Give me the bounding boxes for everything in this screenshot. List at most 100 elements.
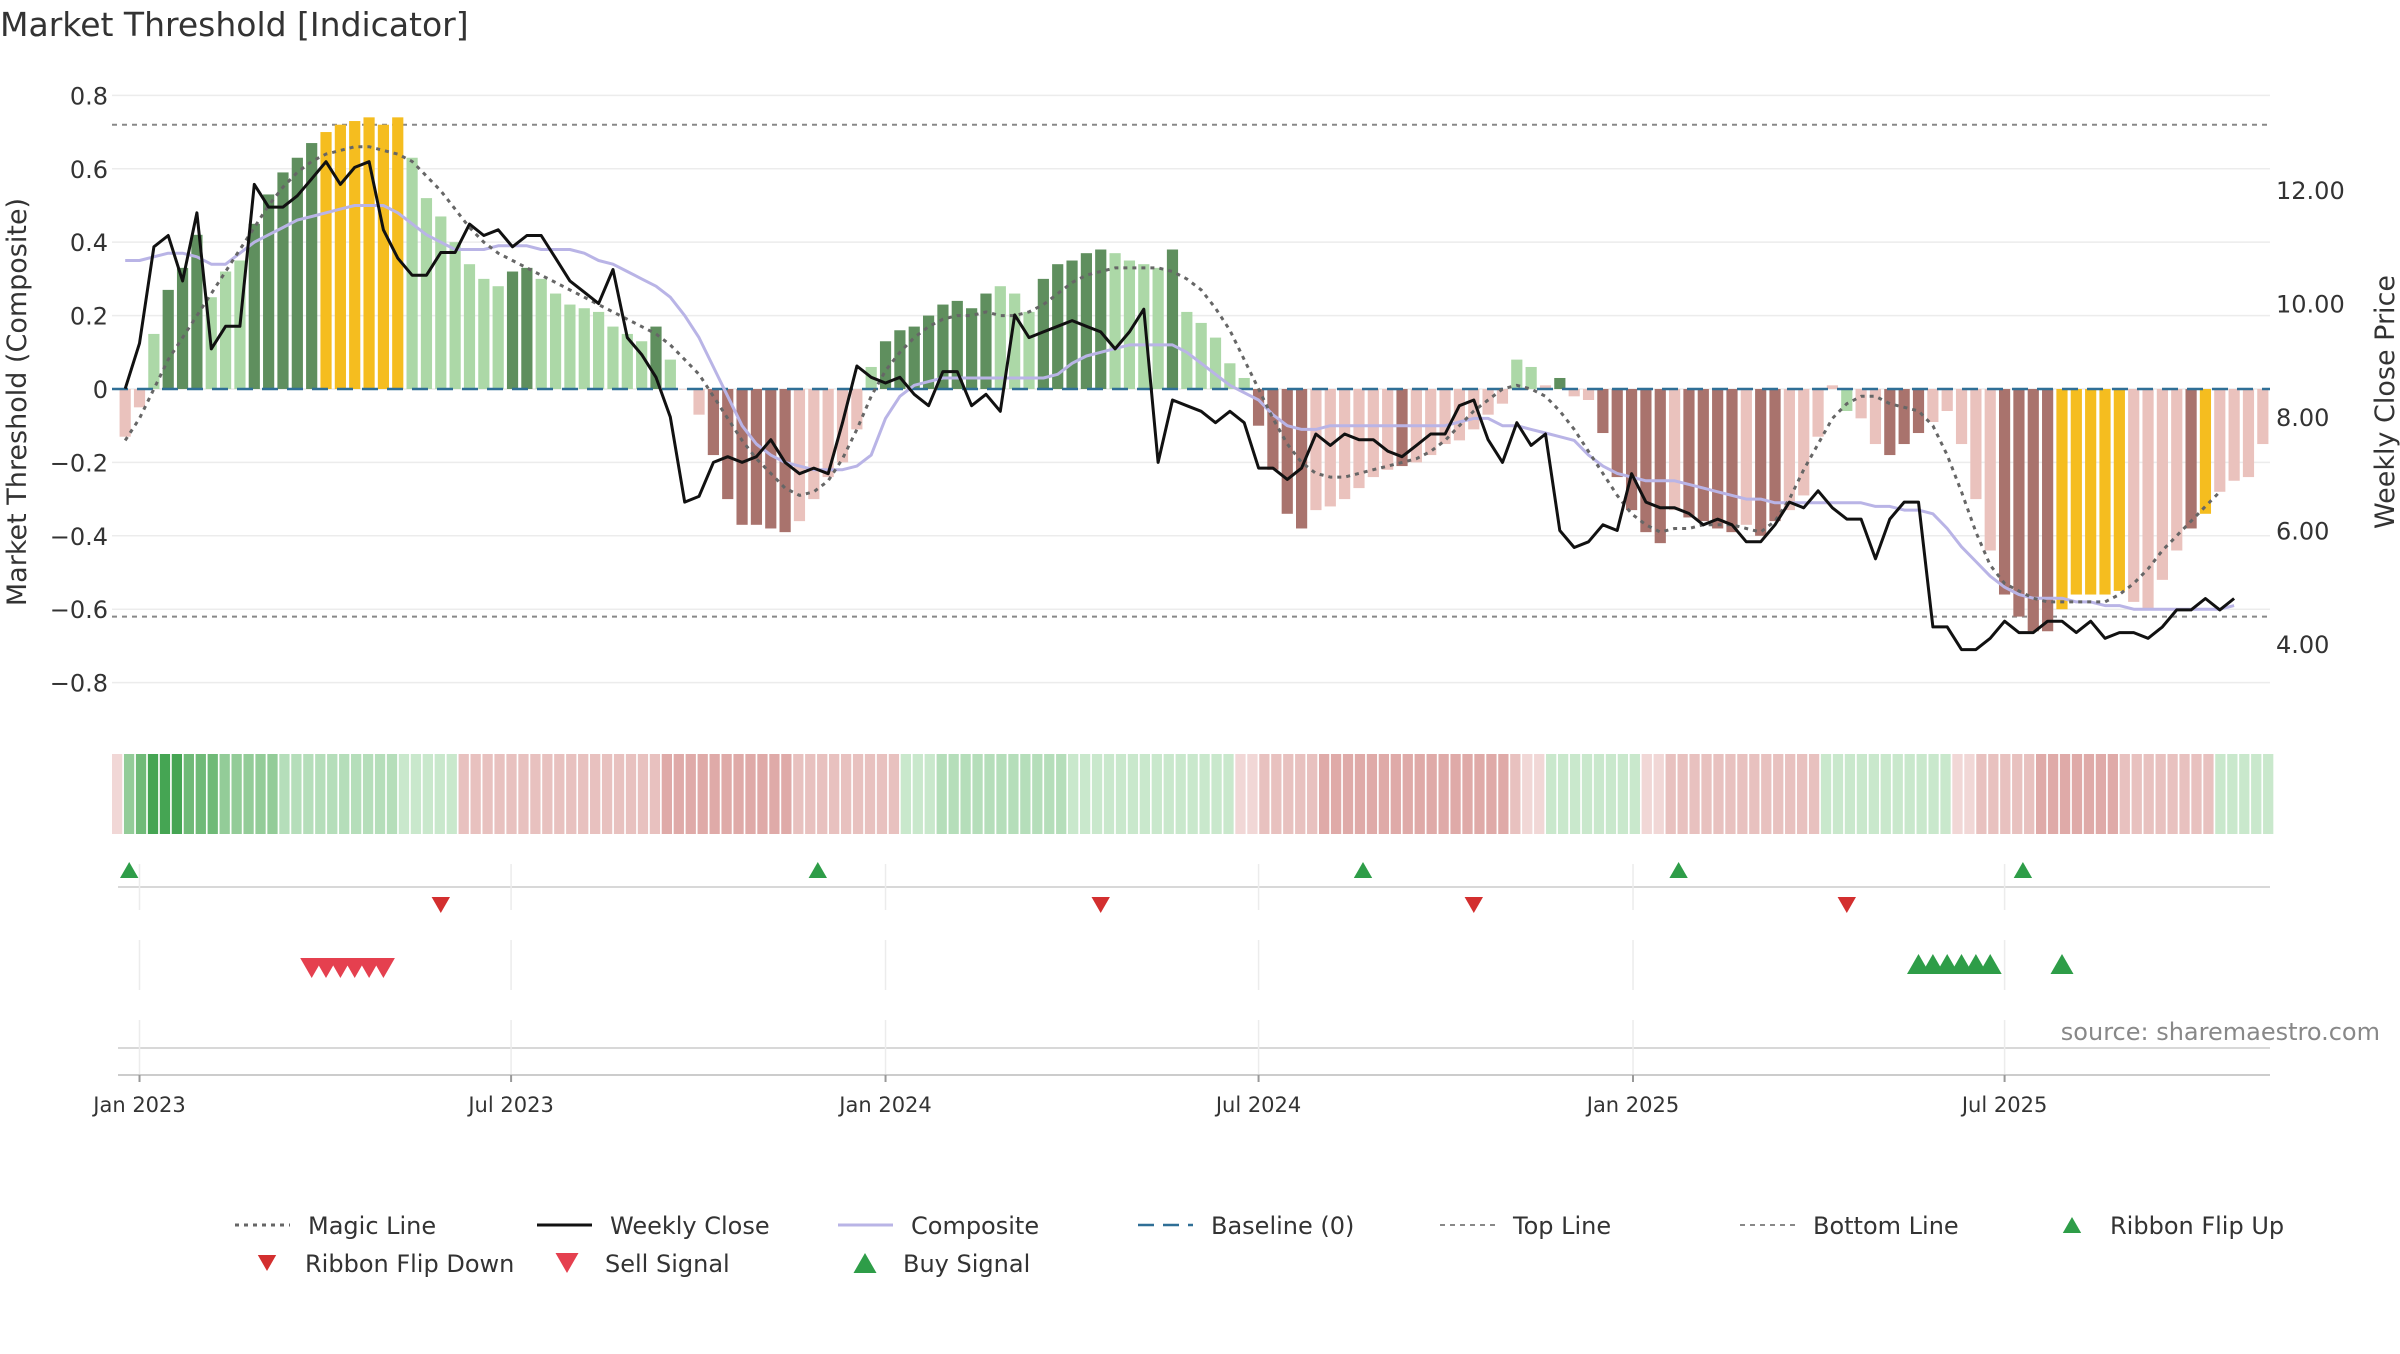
ribbon-cell [243,754,254,834]
ribbon-cell [159,754,171,834]
ribbon-flip-up-marker [808,862,827,878]
ribbon-cell [769,754,780,834]
composite-bar [2242,388,2255,478]
composite-bar [1023,311,1035,389]
composite-bar [506,271,519,389]
legend-swatch [257,1255,277,1271]
ribbon-cell [1307,754,1318,834]
ribbon-cell [637,754,649,834]
composite-bar [1912,388,1925,434]
composite-bar [1597,388,1609,434]
y2-tick-label: 10.00 [2276,291,2345,319]
chart-title: Market Threshold [Indicator] [0,5,469,44]
legend-label: Magic Line [308,1212,436,1240]
composite-bar [248,223,260,389]
composite-bar [1525,366,1537,389]
legend-item-composite: Composite [838,1212,1039,1240]
composite-bar [822,388,834,478]
ribbon-cell [864,754,876,834]
legend-label: Composite [911,1212,1039,1240]
ribbon-cell [649,754,661,834]
composite-bar [2056,388,2068,610]
composite-bar [980,293,992,389]
composite-bar [1984,388,1996,551]
ribbon-cell [1725,754,1736,834]
ribbon-cell [1127,754,1139,834]
ribbon-cell [135,754,147,834]
ribbon-cell [888,754,900,834]
legend-item-flipdown: Ribbon Flip Down [257,1250,514,1278]
ribbon-flip-up-marker [1669,862,1688,878]
ribbon-cell [1103,754,1115,834]
ribbon-cell [1581,754,1593,834]
ribbon-cell [1223,754,1234,834]
composite-bar [1367,388,1379,478]
ribbon-cell [1247,754,1258,834]
ribbon-cell [434,754,445,834]
composite-bar [650,326,662,389]
ribbon-cell [1701,754,1712,834]
ribbon-cell [458,754,469,834]
ribbon-cell [673,754,684,834]
composite-bar [564,304,576,389]
composite-bar [1066,260,1078,389]
ribbon-cell [123,754,135,834]
legend-label: Baseline (0) [1211,1212,1354,1240]
x-tick-label: Jul 2025 [1960,1093,2047,1117]
ribbon-cell [2155,754,2166,834]
ribbon-cell [984,754,995,834]
composite-bar [1296,388,1308,529]
composite-bar [1267,388,1279,470]
composite-bar [1697,388,1709,522]
ribbon-cell [207,754,218,834]
composite-bar [1970,388,1982,500]
ribbon-flip-up-marker [2013,862,2033,878]
ribbon-cell [1952,754,1963,834]
y-tick-label: −0.4 [50,523,108,551]
ribbon-cell [1330,754,1342,834]
composite-bar [1468,388,1480,430]
composite-bar [306,143,318,389]
ribbon-cell [1904,754,1915,834]
ribbon-cell [2012,754,2023,834]
x-tick-label: Jan 2025 [1585,1093,1680,1117]
ribbon-cell [1438,754,1449,834]
ribbon-cell [1486,754,1497,834]
ribbon-cell [339,754,350,834]
ribbon-cell [231,754,242,834]
ribbon-cell [303,754,314,834]
legend-swatch [555,1253,579,1273]
ribbon-cell [542,754,553,834]
legend-swatch [853,1253,877,1273]
composite-bar [549,293,562,389]
composite-bar [377,124,390,389]
ribbon-cell [470,754,481,834]
ribbon-cell [2107,754,2118,834]
composite-bar [392,117,404,389]
composite-bar [2156,388,2168,580]
composite-bar [363,117,375,389]
ribbon-cell [924,754,935,834]
source-label: source: sharemaestro.com [2061,1018,2380,1046]
ribbon-cell [745,754,756,834]
composite-bar [463,264,476,389]
ribbon-cell [1342,754,1354,834]
ribbon-cell [1139,754,1150,834]
ribbon-cell [219,754,230,834]
composite-bar [2128,388,2140,602]
ribbon-cell [2203,754,2214,834]
composite-bar [1625,388,1638,511]
ribbon-cell [900,754,911,834]
composite-bar [1511,359,1523,389]
ribbon-cell [625,754,637,834]
ribbon-cell [781,754,792,834]
composite-bar [1496,388,1509,404]
legend-item-baseline: Baseline (0) [1138,1212,1354,1240]
ribbon-cell [1940,754,1951,834]
composite-bar [492,286,504,389]
ribbon-cell [566,754,577,834]
ribbon-cell [1008,754,1019,834]
composite-bar [176,267,189,389]
